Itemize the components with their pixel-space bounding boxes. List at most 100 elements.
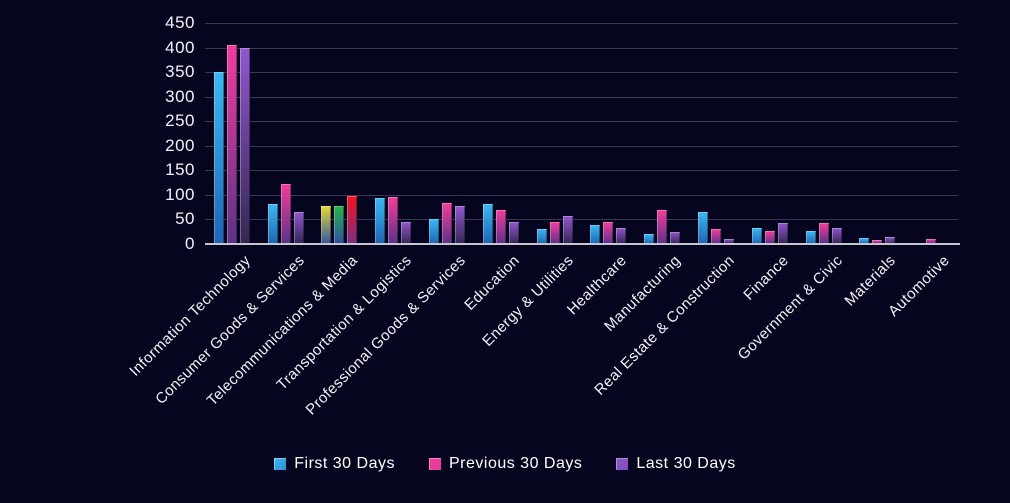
y-tick-label: 0 — [185, 234, 195, 253]
bar — [831, 227, 842, 244]
gridline — [205, 194, 958, 196]
bar — [239, 47, 250, 244]
y-tick-label: 450 — [165, 13, 195, 32]
gridline — [205, 47, 958, 49]
y-tick-label: 300 — [165, 86, 195, 106]
bar — [644, 234, 655, 244]
bar — [859, 238, 870, 244]
bar — [562, 215, 573, 244]
bar — [508, 221, 519, 244]
bar-group — [850, 23, 904, 244]
bar — [482, 203, 493, 244]
bar — [764, 230, 775, 244]
bar — [549, 222, 560, 244]
x-category-label: Manufacturing — [601, 252, 685, 335]
legend-entry: Last 30 Days — [616, 455, 735, 473]
bar-group — [743, 23, 797, 244]
legend-swatch — [274, 458, 287, 470]
x-category-label: Professional Goods & Services — [302, 252, 470, 419]
bar — [280, 184, 291, 244]
x-category-label: Energy & Utilities — [478, 252, 577, 350]
y-tick-label: 150 — [165, 160, 195, 180]
bar — [657, 209, 668, 244]
x-category-label: Transportation & Logistics — [273, 252, 416, 394]
bar-group — [689, 23, 743, 244]
legend-label: Last 30 Days — [636, 455, 736, 472]
bar — [495, 209, 506, 244]
bar — [885, 237, 896, 244]
bar — [697, 212, 708, 244]
bar — [603, 221, 614, 244]
y-tick-label: 100 — [165, 184, 195, 204]
bar — [926, 238, 937, 244]
legend-swatch — [428, 458, 441, 470]
y-tick-label: 400 — [165, 37, 195, 57]
gridline — [205, 72, 958, 74]
bar — [805, 231, 816, 244]
legend-swatch — [616, 458, 629, 470]
bar — [710, 228, 721, 244]
x-category-label: Information Technology — [126, 252, 254, 380]
y-tick-label: 200 — [165, 135, 195, 155]
x-category-label: Consumer Goods & Services — [151, 252, 308, 408]
bar — [334, 206, 345, 244]
bar — [347, 195, 358, 244]
bar — [321, 205, 332, 244]
bar — [226, 45, 237, 244]
bar — [429, 219, 440, 244]
x-axis-line — [205, 243, 960, 245]
bar-group — [259, 23, 313, 244]
bar — [401, 221, 412, 244]
plot-area — [205, 23, 958, 244]
bar — [616, 227, 627, 244]
bar — [751, 227, 762, 244]
bar — [375, 198, 386, 244]
legend: First 30 Days Previous 30 Days Last 30 Day… — [0, 455, 1010, 473]
bar — [388, 196, 399, 244]
bar — [723, 238, 734, 244]
bar — [442, 202, 453, 244]
bar — [777, 222, 788, 244]
legend-label: Previous 30 Days — [448, 455, 583, 472]
legend-entry: Previous 30 Days — [428, 455, 583, 473]
legend-label: First 30 Days — [294, 455, 395, 472]
y-tick-label: 50 — [175, 209, 195, 229]
bar-group — [582, 23, 636, 244]
x-category-label: Materials — [841, 252, 900, 310]
x-category-label: Finance — [740, 252, 792, 304]
bar-group — [420, 23, 474, 244]
legend-entry: First 30 Days — [274, 455, 395, 473]
x-category-label: Telecommunications & Media — [204, 252, 362, 410]
x-category-label: Real Estate & Construction — [591, 252, 738, 399]
bar — [818, 223, 829, 244]
gridline — [205, 170, 958, 172]
x-category-label: Government & Civic — [734, 252, 846, 364]
bar-group — [528, 23, 582, 244]
gridline — [205, 145, 958, 147]
bar — [455, 205, 466, 244]
bar-group — [904, 23, 958, 244]
x-category-label: Healthcare — [564, 252, 631, 319]
x-category-label: Automotive — [885, 252, 954, 320]
bar-group — [366, 23, 420, 244]
bar-group — [474, 23, 528, 244]
bar-group — [313, 23, 367, 244]
bar — [536, 228, 547, 244]
bar — [590, 224, 601, 244]
y-tick-label: 250 — [165, 111, 195, 131]
gridline — [205, 219, 958, 221]
bar — [670, 232, 681, 244]
bar — [872, 240, 883, 244]
x-category-label: Education — [461, 252, 523, 314]
bar — [293, 211, 304, 244]
gridline — [205, 121, 958, 123]
bar — [213, 72, 224, 244]
y-tick-label: 350 — [165, 62, 195, 82]
bar-group — [797, 23, 851, 244]
bar-group — [205, 23, 259, 244]
gridline — [205, 96, 958, 98]
bar — [267, 204, 278, 244]
bar-group — [635, 23, 689, 244]
gridline — [205, 23, 958, 24]
